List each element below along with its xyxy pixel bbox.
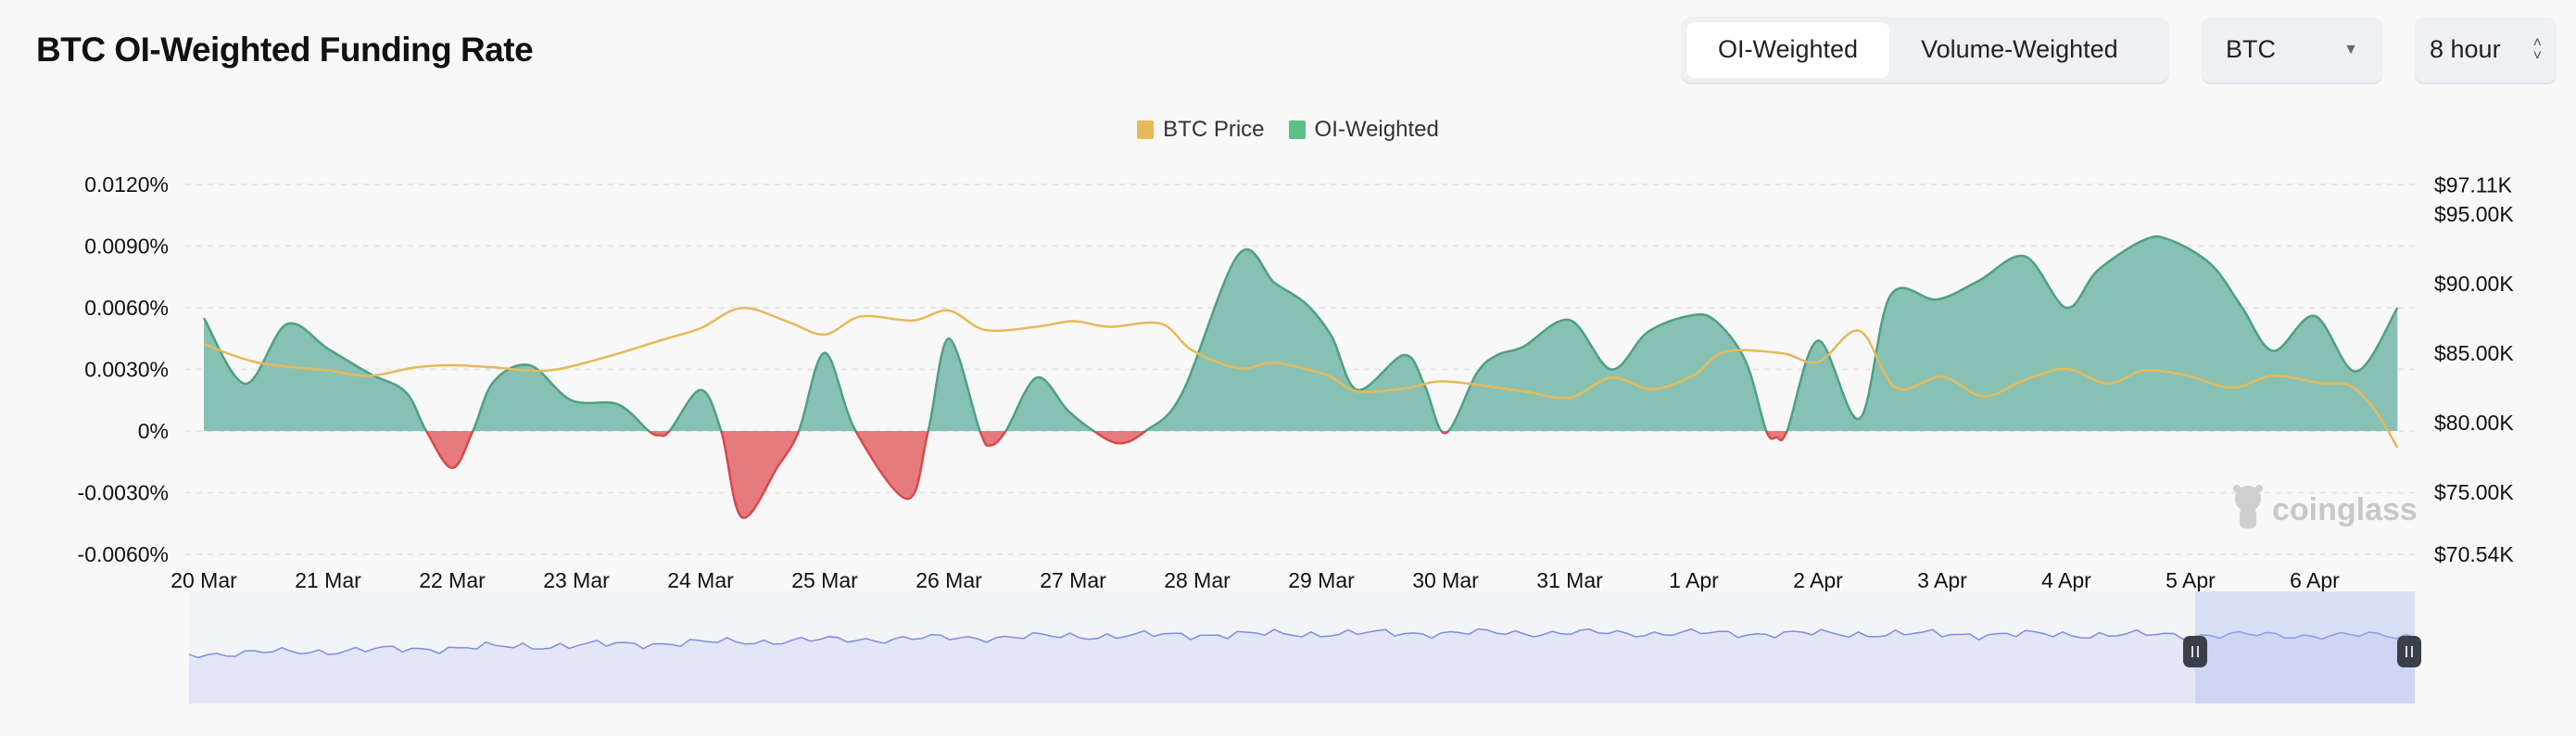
x-tick: 5 Apr bbox=[2166, 568, 2216, 592]
legend-item-btc-price[interactable]: BTC Price bbox=[1137, 117, 1265, 143]
navigator-line bbox=[188, 628, 2416, 659]
funding-negative-area bbox=[204, 431, 2398, 518]
legend-swatch-oi bbox=[1288, 121, 1306, 139]
x-tick: 24 Mar bbox=[667, 568, 734, 592]
y-right-tick: $85.00K bbox=[2434, 341, 2514, 365]
interval-select-value: 8 hour bbox=[2430, 35, 2501, 63]
legend-label: BTC Price bbox=[1163, 117, 1265, 142]
coinglass-logo-icon bbox=[2233, 485, 2263, 528]
tab-oi-weighted[interactable]: OI-Weighted bbox=[1686, 21, 1890, 78]
y-left-tick: 0% bbox=[138, 419, 169, 443]
tab-volume-weighted[interactable]: Volume-Weighted bbox=[1921, 35, 2118, 63]
x-tick: 20 Mar bbox=[170, 568, 237, 592]
y-right-tick: $75.00K bbox=[2434, 480, 2514, 504]
x-tick: 21 Mar bbox=[295, 568, 361, 592]
y-left-tick: -0.0030% bbox=[78, 481, 169, 505]
funding-positive-area bbox=[204, 236, 2398, 431]
y-left-tick: 0.0120% bbox=[84, 172, 169, 197]
x-tick: 4 Apr bbox=[2041, 568, 2091, 592]
legend-item-oi-weighted[interactable]: OI-Weighted bbox=[1288, 117, 1439, 143]
navigator[interactable] bbox=[188, 591, 2421, 704]
x-tick: 27 Mar bbox=[1040, 568, 1106, 592]
chart-legend: BTC Price OI-Weighted bbox=[0, 117, 2576, 143]
navigator-handle-left[interactable] bbox=[2183, 636, 2207, 667]
navigator-selection[interactable] bbox=[2195, 591, 2415, 704]
x-tick: 28 Mar bbox=[1164, 568, 1231, 592]
x-tick: 1 Apr bbox=[1669, 568, 1719, 592]
updown-chevron-icon: ˄ ˅ bbox=[2532, 34, 2542, 64]
x-tick: 31 Mar bbox=[1536, 568, 1603, 592]
y-left-tick: 0.0090% bbox=[84, 235, 169, 259]
page-title: BTC OI-Weighted Funding Rate bbox=[36, 31, 534, 69]
y-right-tick: $70.54K bbox=[2434, 542, 2514, 566]
interval-select[interactable]: 8 hour ˄ ˅ bbox=[2415, 17, 2557, 82]
y-left-tick: -0.0060% bbox=[78, 542, 169, 566]
coinglass-watermark: coinglass bbox=[2233, 485, 2418, 528]
y-right-tick: $97.11K bbox=[2434, 172, 2513, 197]
x-tick: 25 Mar bbox=[791, 568, 858, 592]
caret-down-icon: ▼ bbox=[2343, 41, 2358, 57]
y-right-tick: $80.00K bbox=[2434, 411, 2514, 435]
legend-label: OI-Weighted bbox=[1314, 117, 1439, 142]
watermark-text: coinglass bbox=[2272, 492, 2418, 527]
y-left-tick: 0.0060% bbox=[84, 296, 169, 320]
legend-swatch-price bbox=[1137, 121, 1155, 139]
x-tick: 30 Mar bbox=[1412, 568, 1479, 592]
x-tick: 6 Apr bbox=[2290, 568, 2340, 592]
x-tick: 2 Apr bbox=[1793, 568, 1843, 592]
x-tick: 3 Apr bbox=[1917, 568, 1967, 592]
y-right-tick: $90.00K bbox=[2434, 272, 2514, 296]
btc-price-line bbox=[203, 306, 2399, 449]
navigator-area bbox=[189, 628, 2415, 704]
x-tick: 26 Mar bbox=[915, 568, 982, 592]
navigator-handle-right[interactable] bbox=[2397, 636, 2421, 667]
y-left-tick: 0.0030% bbox=[84, 358, 169, 382]
y-right-tick: $95.00K bbox=[2434, 202, 2514, 226]
x-tick: 29 Mar bbox=[1288, 568, 1355, 592]
funding-positive-line bbox=[202, 235, 2399, 431]
symbol-select-value: BTC bbox=[2226, 35, 2276, 63]
weighting-toggle: OI-Weighted Volume-Weighted bbox=[1681, 17, 2169, 82]
x-tick: 22 Mar bbox=[419, 568, 486, 592]
x-tick: 23 Mar bbox=[543, 568, 610, 592]
symbol-select[interactable]: BTC ▼ bbox=[2202, 17, 2382, 82]
